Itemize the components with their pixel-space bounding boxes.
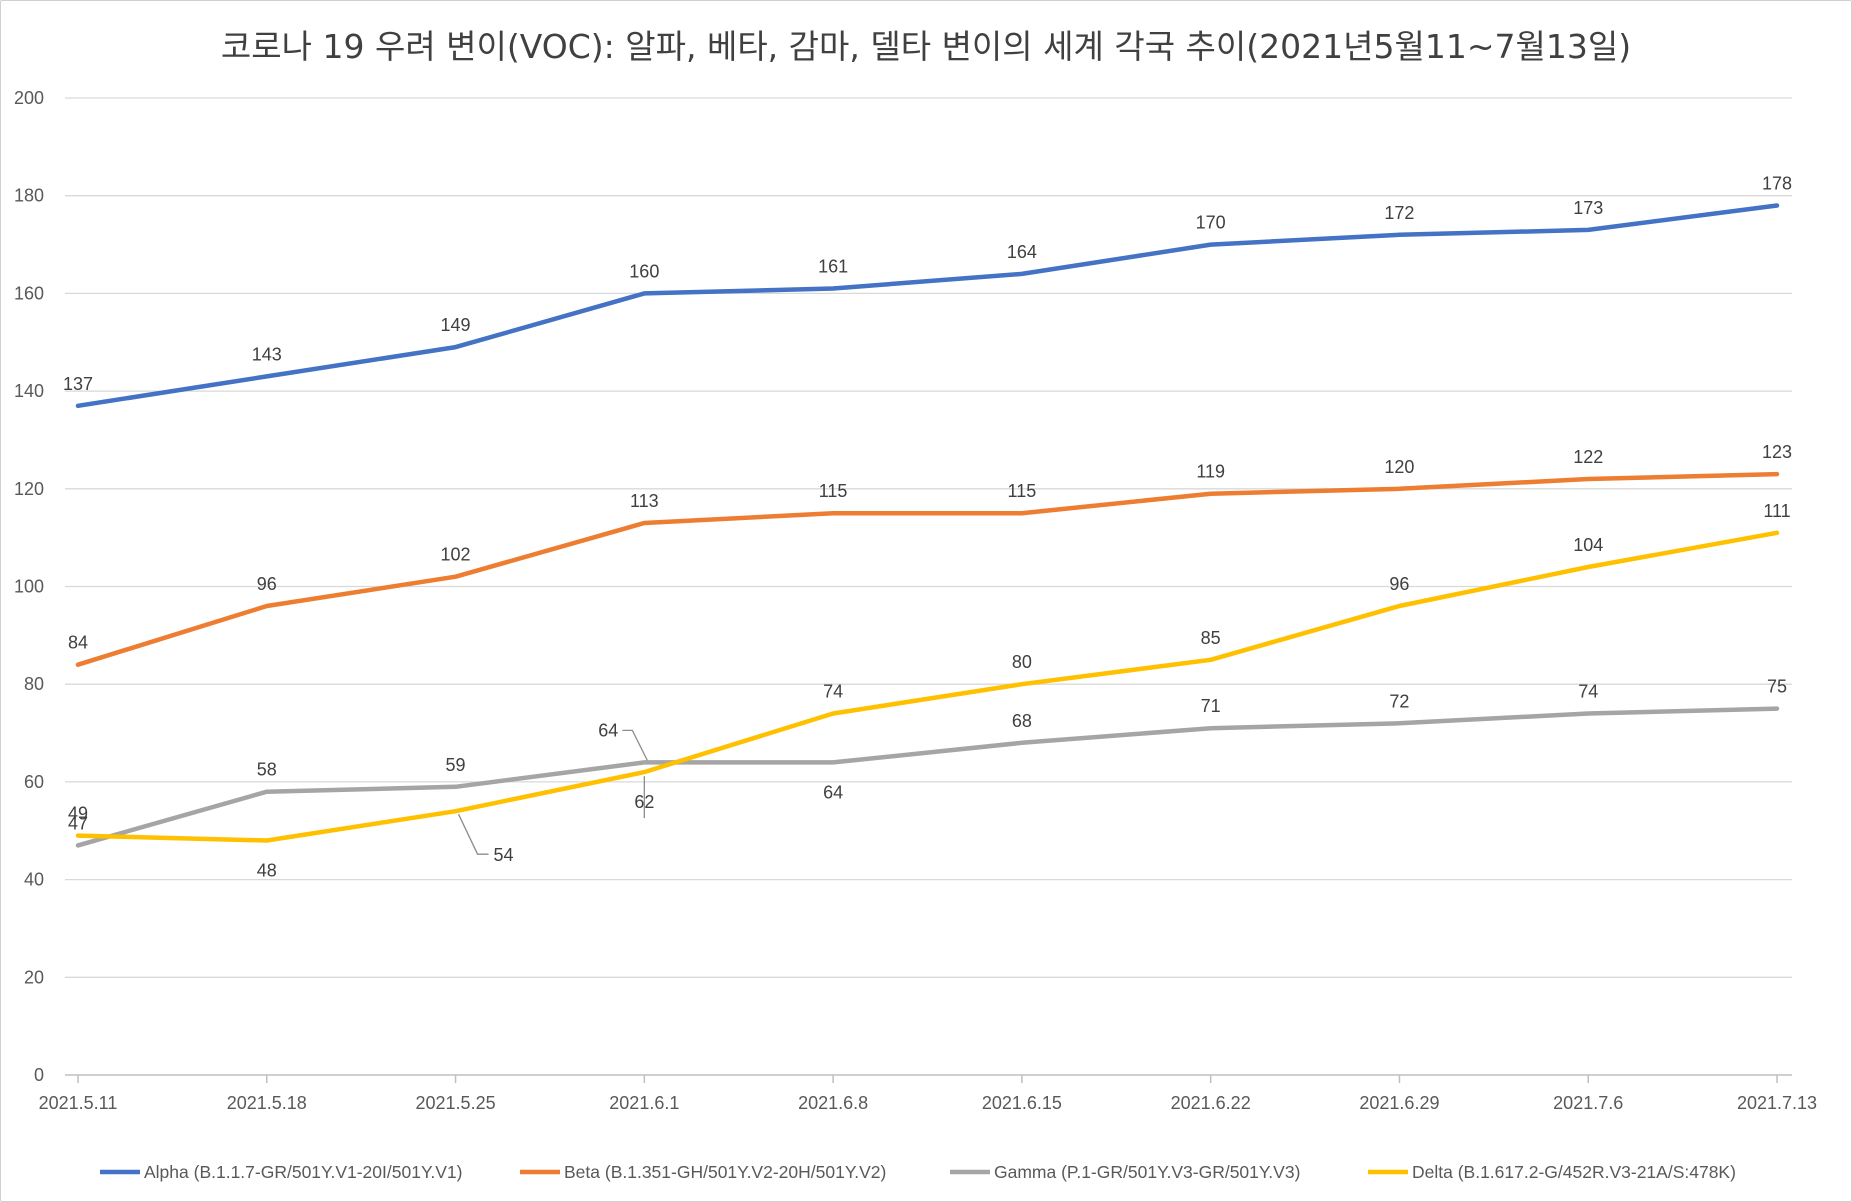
data-label-gamma: 47 — [68, 813, 88, 833]
legend-label: Beta (B.1.351-GH/501Y.V2-20H/501Y.V2) — [564, 1162, 886, 1182]
x-tick-label: 2021.7.6 — [1553, 1093, 1623, 1113]
data-label-gamma: 72 — [1389, 691, 1409, 711]
x-tick-label: 2021.6.29 — [1359, 1093, 1439, 1113]
legend-label: Alpha (B.1.1.7-GR/501Y.V1-20I/501Y.V1) — [144, 1162, 462, 1182]
data-label-delta: 48 — [257, 861, 277, 881]
leader-line — [622, 729, 648, 761]
gridlines — [65, 97, 1792, 978]
x-tick-label: 2021.7.13 — [1737, 1093, 1817, 1113]
y-tick-label: 100 — [14, 577, 44, 597]
data-label-alpha: 143 — [252, 344, 282, 364]
data-label-alpha: 173 — [1573, 198, 1603, 218]
legend: Alpha (B.1.1.7-GR/501Y.V1-20I/501Y.V1) Be… — [100, 1162, 1736, 1182]
data-label-alpha: 137 — [63, 374, 93, 394]
x-tick-label: 2021.5.25 — [416, 1093, 496, 1113]
series-line-delta — [75, 530, 1780, 843]
y-tick-label: 60 — [24, 772, 44, 792]
data-label-gamma: 74 — [1578, 682, 1598, 702]
data-label-beta: 102 — [441, 545, 471, 565]
data-label-alpha: 160 — [629, 261, 659, 281]
x-tick-label: 2021.6.1 — [609, 1093, 679, 1113]
data-label-alpha: 164 — [1007, 242, 1037, 262]
data-label-beta: 96 — [257, 574, 277, 594]
data-label-alpha: 149 — [441, 315, 471, 335]
data-label-delta: 96 — [1389, 574, 1409, 594]
y-tick-label: 200 — [14, 88, 44, 108]
series-line-alpha — [75, 203, 1780, 409]
data-label-delta: 49 — [68, 804, 88, 824]
data-label-gamma: 59 — [446, 755, 466, 775]
data-label-beta: 119 — [1196, 462, 1225, 482]
data-label-beta: 113 — [630, 491, 659, 511]
data-label-gamma: 64 — [823, 782, 843, 802]
data-label-gamma: 68 — [1012, 711, 1032, 731]
leader-line — [457, 813, 489, 855]
y-tick-label: 140 — [14, 381, 44, 401]
data-label-gamma: 58 — [257, 760, 277, 780]
y-tick-label: 0 — [34, 1065, 44, 1085]
x-tick-label: 2021.5.11 — [39, 1093, 118, 1113]
x-tick-label: 2021.6.22 — [1171, 1093, 1251, 1113]
series-line-gamma — [75, 706, 1780, 848]
y-tick-label: 20 — [24, 967, 44, 987]
y-tick-label: 180 — [14, 186, 44, 206]
x-tick-label: 2021.6.8 — [798, 1093, 868, 1113]
data-label-alpha: 161 — [818, 257, 848, 277]
y-tick-label: 160 — [14, 283, 44, 303]
data-label-delta: 104 — [1573, 535, 1603, 555]
data-labels: 137 143 149 160 161 164 170 172 173 178 84 96 102 113… — [63, 173, 1792, 880]
legend-label: Gamma (P.1-GR/501Y.V3-GR/501Y.V3) — [994, 1162, 1300, 1182]
data-label-delta: 111 — [1763, 501, 1790, 521]
y-tick-label: 120 — [14, 479, 44, 499]
data-label-gamma: 71 — [1201, 696, 1221, 716]
axes: 0 20 40 60 80 100 120 140 160 180 200 2021.5.11 2021… — [14, 88, 1817, 1113]
y-tick-label: 80 — [24, 674, 44, 694]
chart-title: 코로나 19 우려 변이(VOC): 알파, 베타, 감마, 델타 변이의 세계… — [220, 27, 1632, 66]
data-label-gamma: 64 — [598, 720, 618, 740]
data-label-delta: 74 — [823, 682, 843, 702]
data-label-delta: 54 — [494, 845, 514, 865]
y-tick-label: 40 — [24, 870, 44, 890]
legend-label: Delta (B.1.617.2-G/452R.V3-21A/S:478K) — [1412, 1162, 1736, 1182]
data-label-delta: 85 — [1201, 628, 1221, 648]
data-label-beta: 115 — [819, 481, 848, 501]
data-label-beta: 120 — [1384, 457, 1414, 477]
series-line-beta — [75, 471, 1780, 667]
data-label-beta: 84 — [68, 633, 88, 653]
data-label-alpha: 172 — [1384, 203, 1414, 223]
x-tick-label: 2021.6.15 — [982, 1093, 1062, 1113]
series-lines — [75, 203, 1780, 848]
data-label-delta: 80 — [1012, 652, 1032, 672]
data-label-alpha: 178 — [1762, 173, 1792, 193]
data-label-gamma: 75 — [1767, 677, 1787, 697]
data-label-alpha: 170 — [1196, 213, 1226, 233]
data-label-beta: 115 — [1008, 481, 1037, 501]
data-label-beta: 123 — [1762, 442, 1792, 462]
x-tick-label: 2021.5.18 — [227, 1093, 307, 1113]
data-label-beta: 122 — [1573, 447, 1603, 467]
